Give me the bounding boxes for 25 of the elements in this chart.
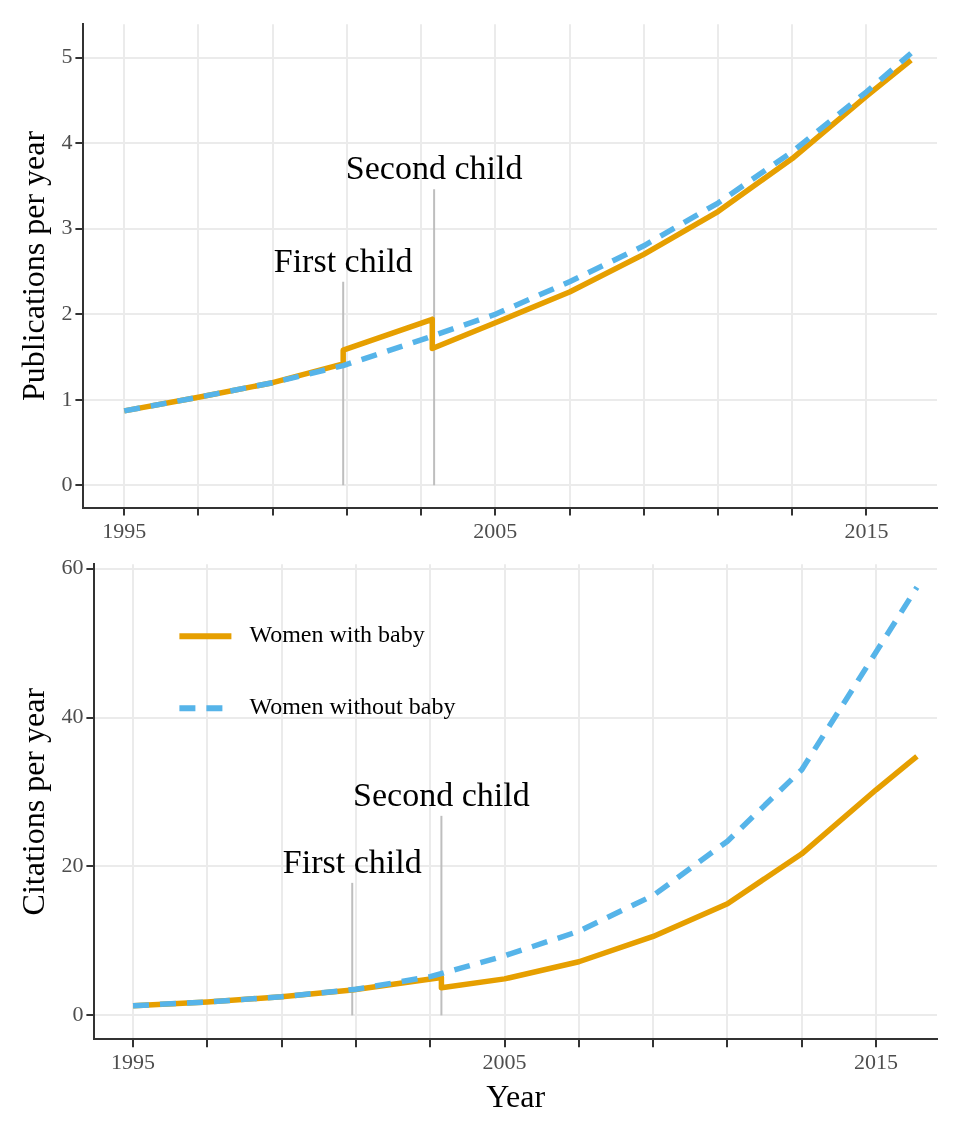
annotation: Second child (345, 149, 523, 187)
y-tick-label: 60 (61, 554, 84, 580)
x-tick-label: 2005 (482, 1049, 527, 1075)
x-tick-label: 2015 (854, 1049, 899, 1075)
y-tick-label: 40 (61, 703, 84, 729)
y-tick-label: 20 (61, 852, 84, 878)
y-tick-label: 0 (72, 1001, 84, 1027)
y-tick-label: 5 (61, 43, 73, 69)
legend-label: Women with baby (249, 621, 425, 648)
y-tick-label: 0 (61, 471, 73, 497)
x-tick-label: 1995 (102, 517, 147, 543)
y-axis-title: Citations per year (14, 687, 51, 916)
y-tick-label: 1 (61, 385, 73, 411)
x-axis-title: Year (486, 1078, 546, 1115)
annotation: First child (282, 842, 422, 880)
x-tick-label: 2015 (844, 517, 889, 543)
x-tick-label: 1995 (111, 1049, 156, 1075)
y-tick-label: 4 (61, 128, 73, 154)
y-axis-title: Publications per year (14, 130, 51, 401)
x-tick-label: 2005 (473, 517, 518, 543)
y-tick-label: 3 (61, 214, 73, 240)
y-tick-label: 2 (61, 300, 73, 326)
legend-label: Women without baby (249, 693, 456, 720)
annotation: Second child (353, 775, 530, 813)
annotation: First child (273, 241, 413, 279)
